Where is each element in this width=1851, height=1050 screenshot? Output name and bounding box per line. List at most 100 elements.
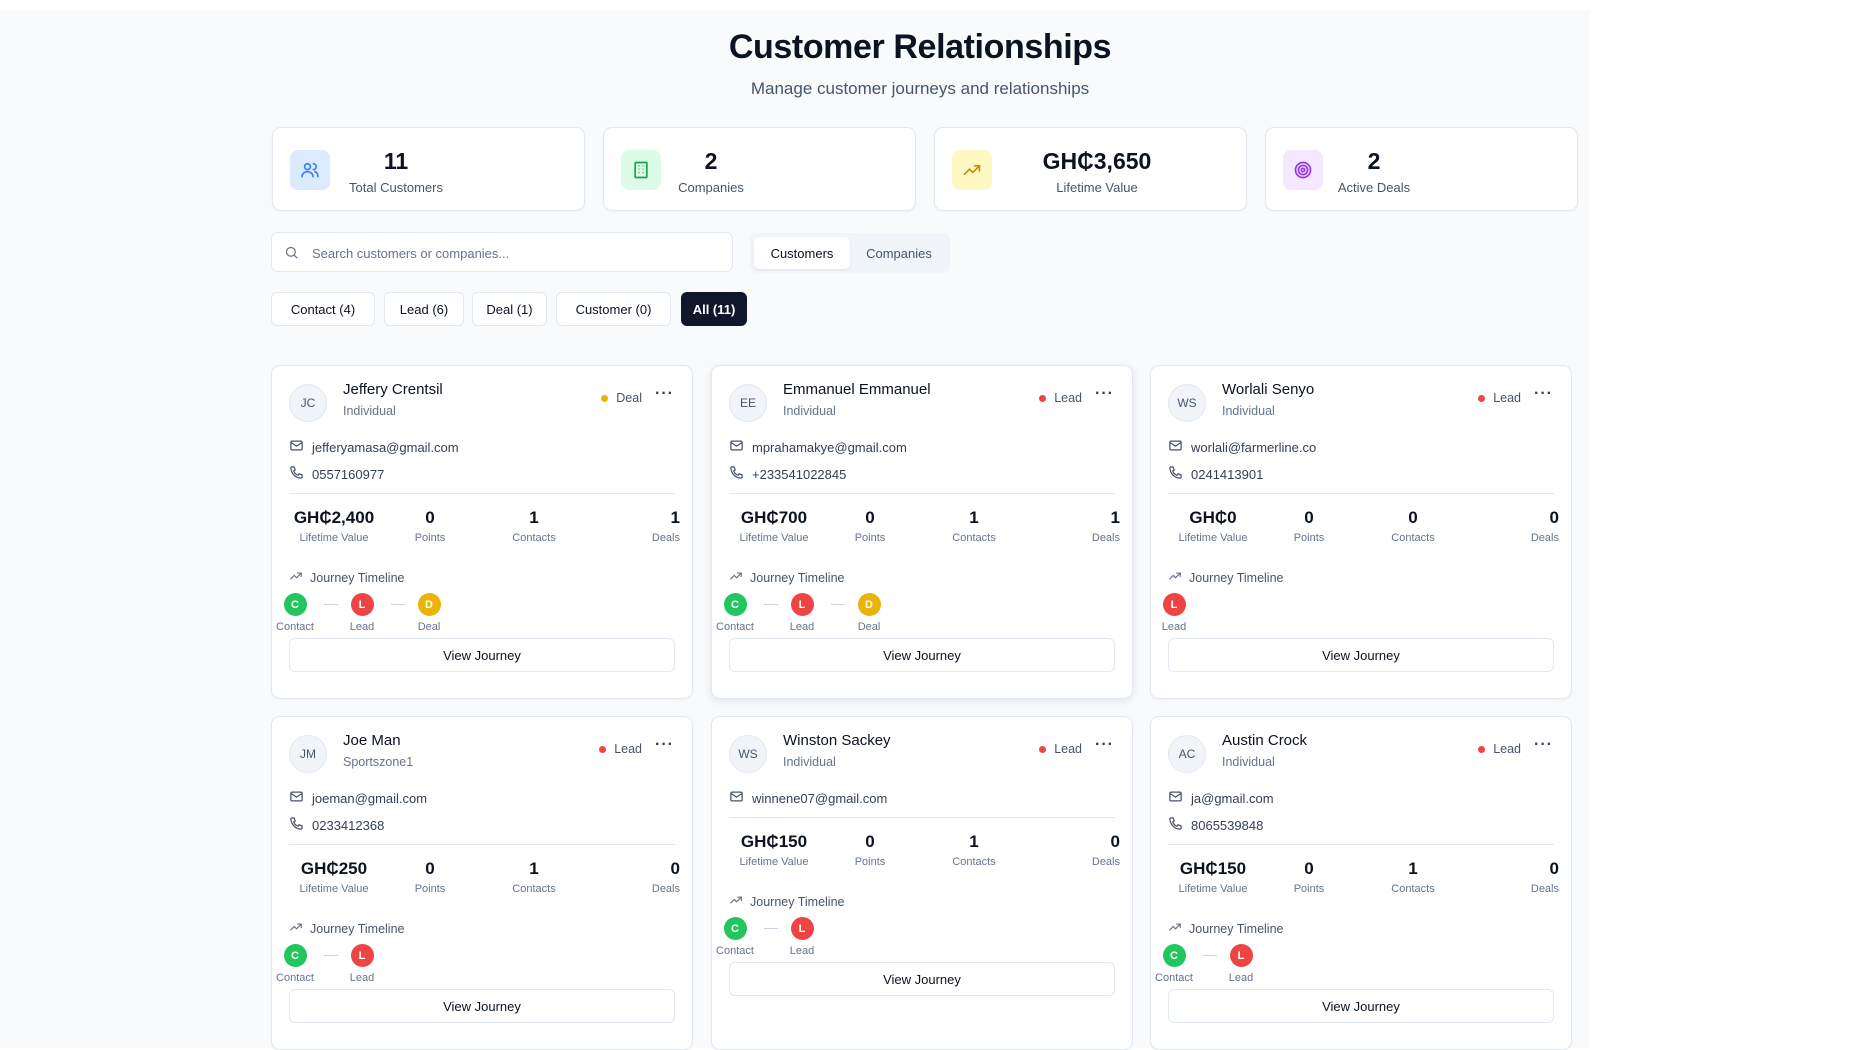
metric-value: 1: [670, 508, 680, 527]
journey-stage-contact[interactable]: C Contact: [275, 944, 315, 984]
metric-label: Deals: [1530, 532, 1559, 544]
more-options-icon[interactable]: ···: [1095, 736, 1114, 753]
customer-name[interactable]: Joe Man: [343, 732, 401, 749]
filter-deal[interactable]: Deal (1): [472, 292, 547, 326]
customer-card[interactable]: JC Jeffery Crentsil Individual Deal ··· jeffe…: [271, 365, 693, 699]
metric-label: Deals: [1091, 532, 1120, 544]
metric-points: 0 Points: [840, 508, 900, 544]
view-journey-button[interactable]: View Journey: [289, 638, 675, 672]
journey-stage-deal[interactable]: D Deal: [409, 593, 449, 633]
email-row[interactable]: ja@gmail.com: [1168, 789, 1274, 807]
stage-badge: Lead: [1478, 391, 1521, 405]
metric-deals: 0 Deals: [1493, 508, 1559, 544]
metric-label: Contacts: [952, 532, 996, 544]
journey-stage-contact[interactable]: C Contact: [715, 593, 755, 633]
divider: [729, 817, 1115, 818]
phone-row[interactable]: 0233412368: [289, 816, 384, 834]
email-row[interactable]: winnene07@gmail.com: [729, 789, 887, 807]
journey-stage-lead[interactable]: L Lead: [342, 593, 382, 633]
journey-stage-contact[interactable]: C Contact: [275, 593, 315, 633]
metric-contacts: 1 Contacts: [494, 859, 574, 895]
more-options-icon[interactable]: ···: [655, 736, 674, 753]
stage-label: Lead: [614, 742, 642, 756]
stat-label: Lifetime Value: [1056, 180, 1138, 195]
customer-name[interactable]: Worlali Senyo: [1222, 381, 1315, 398]
more-options-icon[interactable]: ···: [1534, 385, 1553, 402]
journey-stage-lead[interactable]: L Lead: [782, 593, 822, 633]
stage-circle: C: [283, 593, 307, 616]
customer-phone: 0233412368: [312, 817, 385, 833]
customer-card[interactable]: AC Austin Crock Individual Lead ··· ja@gmail.…: [1150, 716, 1572, 1050]
view-journey-button[interactable]: View Journey: [1168, 638, 1554, 672]
trending-up-icon: [729, 569, 750, 586]
journey-stage-lead[interactable]: L Lead: [342, 944, 382, 984]
metric-label: Deals: [1530, 883, 1559, 895]
stat-value: 2: [1367, 148, 1381, 174]
filter-contact[interactable]: Contact (4): [271, 292, 375, 326]
journey-timeline-heading: Journey Timeline: [729, 569, 845, 586]
tab-customers[interactable]: Customers: [754, 237, 850, 269]
stat-value: 2: [704, 148, 718, 174]
metric-value: 1: [1408, 859, 1418, 878]
metric-contacts: 1 Contacts: [1373, 859, 1453, 895]
customer-name[interactable]: Winston Sackey: [783, 732, 891, 749]
journey-stage-deal[interactable]: D Deal: [849, 593, 889, 633]
journey-stage-contact[interactable]: C Contact: [1154, 944, 1194, 984]
metric-value: 0: [865, 832, 875, 851]
journey-stage-contact[interactable]: C Contact: [715, 917, 755, 957]
more-options-icon[interactable]: ···: [655, 385, 674, 402]
customer-card[interactable]: EE Emmanuel Emmanuel Individual Lead ··· mpra…: [711, 365, 1133, 699]
customer-name[interactable]: Emmanuel Emmanuel: [783, 381, 931, 398]
phone-row[interactable]: 0557160977: [289, 465, 384, 483]
mail-icon: [289, 438, 312, 456]
customer-name[interactable]: Jeffery Crentsil: [343, 381, 443, 398]
trending-up-icon: [289, 920, 310, 937]
filter-all[interactable]: All (11): [681, 292, 747, 326]
trending-up-icon: [729, 893, 750, 910]
email-row[interactable]: jefferyamasa@gmail.com: [289, 438, 459, 456]
email-row[interactable]: joeman@gmail.com: [289, 789, 427, 807]
metric-label: Deals: [1091, 856, 1120, 868]
stage-label: Lead: [1493, 391, 1521, 405]
email-row[interactable]: worlali@farmerline.co: [1168, 438, 1316, 456]
email-row[interactable]: mprahamakye@gmail.com: [729, 438, 907, 456]
search-input[interactable]: [312, 242, 712, 264]
phone-row[interactable]: 8065539848: [1168, 816, 1263, 834]
stat-label: Companies: [678, 180, 744, 195]
customer-email: ja@gmail.com: [1191, 790, 1274, 806]
customer-email: winnene07@gmail.com: [752, 790, 888, 806]
stage-dot: [1039, 394, 1047, 402]
page-subtitle: Manage customer journeys and relationshi…: [750, 79, 1090, 98]
search-box[interactable]: [271, 232, 733, 272]
tab-companies[interactable]: Companies: [866, 245, 932, 261]
filter-customer[interactable]: Customer (0): [556, 292, 671, 326]
phone-row[interactable]: +233541022845: [729, 465, 846, 483]
customer-email: joeman@gmail.com: [312, 790, 428, 806]
more-options-icon[interactable]: ···: [1095, 385, 1114, 402]
journey-stage-lead[interactable]: L Lead: [1221, 944, 1261, 984]
view-journey-button[interactable]: View Journey: [729, 962, 1115, 996]
view-journey-button[interactable]: View Journey: [1168, 989, 1554, 1023]
customer-name[interactable]: Austin Crock: [1222, 732, 1308, 749]
stage-dot: [1039, 745, 1047, 753]
stat-label: Active Deals: [1337, 180, 1411, 195]
stage-circle: C: [723, 917, 747, 940]
customer-card[interactable]: JM Joe Man Sportszone1 Lead ··· joeman@gmail.…: [271, 716, 693, 1050]
view-journey-button[interactable]: View Journey: [289, 989, 675, 1023]
metric-value: 1: [969, 508, 979, 527]
customer-card[interactable]: WS Winston Sackey Individual Lead ··· winnene…: [711, 716, 1133, 1050]
metric-value: 0: [1304, 859, 1314, 878]
filter-lead[interactable]: Lead (6): [384, 292, 464, 326]
metric-lifetime-value: GH₵2,400 Lifetime Value: [272, 508, 396, 544]
phone-row[interactable]: 0241413901: [1168, 465, 1263, 483]
journey-stage-lead[interactable]: L Lead: [782, 917, 822, 957]
customer-card[interactable]: WS Worlali Senyo Individual Lead ··· worlali@…: [1150, 365, 1572, 699]
metric-points: 0 Points: [400, 859, 460, 895]
stage-circle: C: [1162, 944, 1186, 967]
stage-name: Contact: [716, 621, 754, 633]
more-options-icon[interactable]: ···: [1534, 736, 1553, 753]
customer-type: Sportszone1: [343, 755, 414, 769]
mail-icon: [729, 789, 752, 807]
journey-stage-lead[interactable]: L Lead: [1154, 593, 1194, 633]
view-journey-button[interactable]: View Journey: [729, 638, 1115, 672]
